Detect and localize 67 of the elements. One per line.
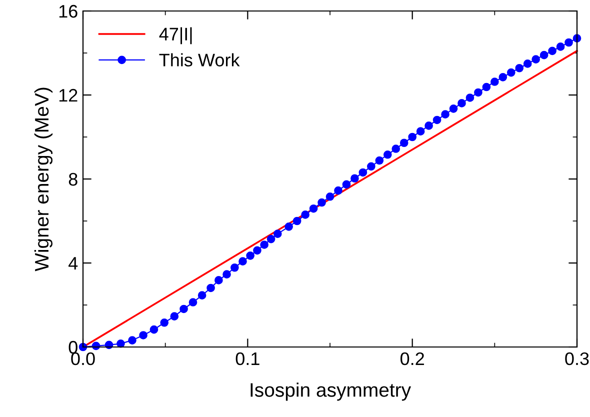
y-tick-label: 12 [59, 88, 78, 102]
point [548, 46, 556, 56]
point [458, 99, 466, 108]
y-tick-label: 0 [68, 340, 78, 354]
point [284, 222, 293, 231]
point [441, 110, 450, 118]
point [238, 257, 247, 266]
point [246, 251, 254, 260]
point [334, 186, 342, 195]
point [160, 318, 169, 327]
point [116, 339, 125, 348]
x-tick-label: 0.2 [400, 352, 424, 366]
point [474, 88, 482, 97]
y-tick-label: 4 [68, 257, 78, 270]
x-tick-label: 0.0 [71, 352, 95, 366]
point [392, 144, 400, 153]
point [564, 38, 573, 47]
point [350, 174, 359, 183]
point [273, 230, 282, 238]
point [180, 304, 188, 314]
point [326, 192, 334, 201]
point [490, 78, 499, 86]
point [318, 198, 326, 207]
point [150, 325, 158, 334]
point [358, 168, 368, 177]
x-axis-title: Isospin asymmetry [250, 382, 412, 401]
point [432, 116, 442, 124]
y-tick-label: 8 [68, 172, 78, 186]
point [515, 64, 524, 72]
point [139, 331, 148, 340]
point [253, 246, 262, 255]
point [214, 276, 223, 284]
point [400, 138, 408, 148]
point [506, 68, 516, 77]
point [170, 312, 179, 321]
point [342, 180, 351, 189]
point [309, 204, 318, 213]
point [540, 50, 548, 60]
point [383, 150, 392, 159]
point [408, 132, 416, 142]
point [375, 156, 384, 165]
x-tick-label: 0.1 [236, 352, 260, 366]
point [198, 291, 206, 300]
point [128, 336, 136, 344]
point [266, 234, 276, 244]
point [532, 55, 540, 64]
y-axis-title: Wigner energy (MeV) [34, 88, 52, 272]
y-tick-label: 16 [59, 4, 78, 18]
point [292, 216, 302, 226]
point [424, 121, 433, 130]
point [416, 127, 425, 136]
point [449, 104, 458, 113]
point [367, 162, 376, 171]
point [222, 270, 231, 279]
point [230, 263, 239, 272]
point [260, 240, 268, 249]
point [523, 60, 532, 68]
point [498, 72, 508, 82]
point [482, 82, 491, 92]
point [466, 94, 474, 102]
point [188, 298, 198, 306]
point [206, 284, 215, 292]
legend-label: 47|I| [159, 27, 192, 44]
point [556, 42, 565, 51]
x-tick-label: 0.3 [565, 352, 589, 366]
legend-label: This Work [159, 53, 240, 66]
point [301, 210, 310, 219]
